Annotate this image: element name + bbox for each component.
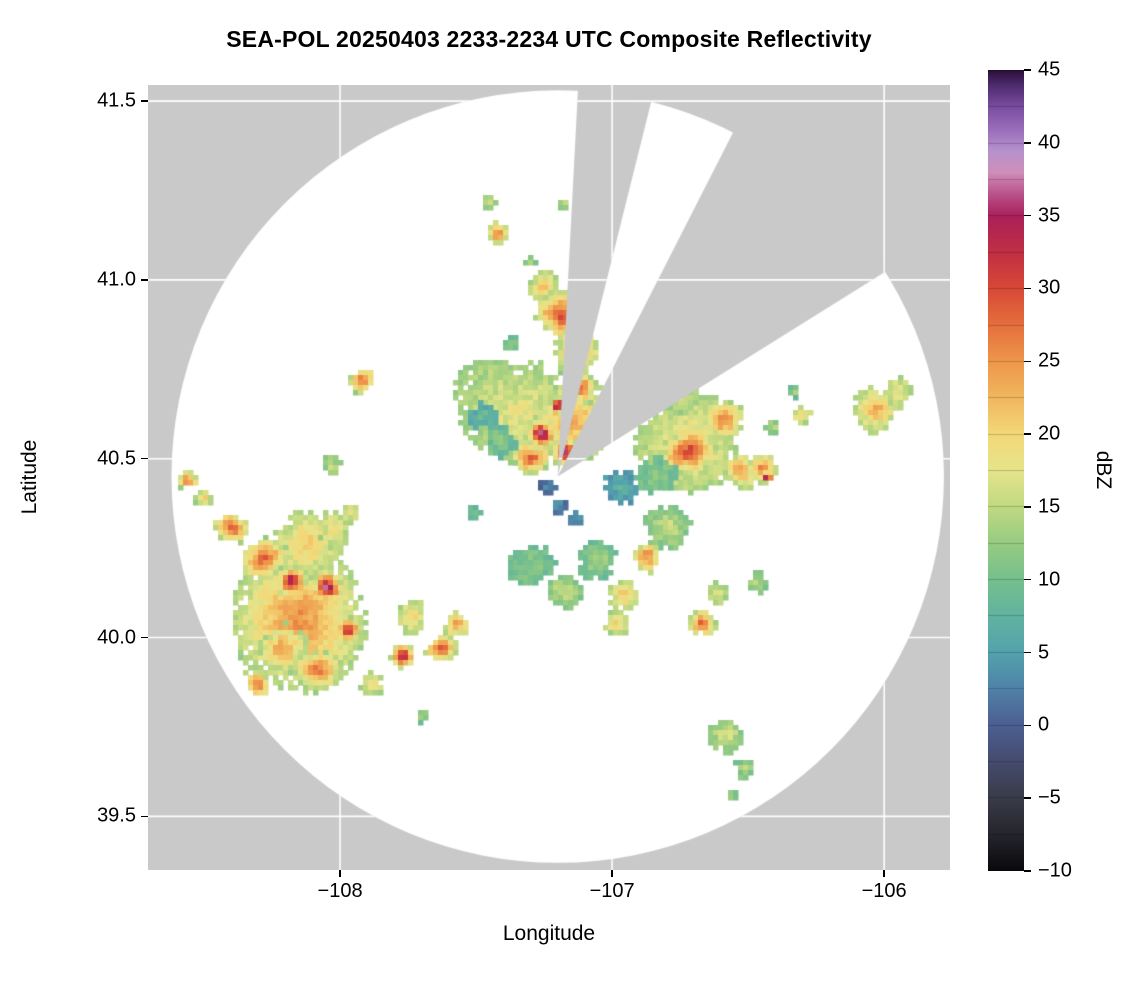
colorbar-tick-label: 10: [1038, 568, 1061, 591]
colorbar-tick-label: 30: [1038, 276, 1061, 299]
y-axis-label: Latitude: [18, 439, 41, 515]
y-tick-mark: [141, 636, 148, 639]
y-tick-mark: [141, 100, 148, 102]
colorbar-tick-mark: [1024, 578, 1031, 581]
colorbar-tick-label: 45: [1038, 58, 1061, 81]
x-tick-label: −106: [861, 880, 907, 902]
colorbar-tick-label: −5: [1038, 786, 1061, 809]
colorbar-tick-label: 15: [1038, 495, 1061, 518]
colorbar-tick-mark: [1024, 360, 1031, 363]
y-tick-mark: [141, 279, 148, 281]
colorbar-tick-mark: [1024, 870, 1031, 872]
colorbar-label: dBZ: [1092, 450, 1115, 490]
chart-title: SEA-POL 20250403 2233-2234 UTC Composite…: [226, 26, 872, 52]
x-tick-mark: [611, 870, 613, 877]
colorbar-tick-mark: [1024, 69, 1031, 71]
colorbar-tick-label: −10: [1038, 859, 1072, 882]
colorbar-tick-mark: [1024, 287, 1031, 290]
colorbar-tick-mark: [1024, 506, 1031, 508]
x-axis-label: Longitude: [502, 922, 596, 945]
colorbar-tick-label: 35: [1038, 204, 1061, 227]
colorbar-tick-mark: [1024, 651, 1031, 654]
colorbar-tick-label: 0: [1038, 713, 1050, 736]
colorbar-tick-mark: [1024, 433, 1031, 435]
y-tick-label: 39.5: [97, 804, 136, 827]
colorbar-tick-mark: [1024, 724, 1031, 727]
colorbar-tick-label: 20: [1038, 422, 1061, 445]
colorbar-tick-label: 40: [1038, 131, 1061, 154]
x-tick-mark: [883, 870, 885, 877]
colorbar-tick-label: 25: [1038, 349, 1061, 372]
x-tick-mark: [339, 870, 341, 877]
y-tick-label: 40.0: [97, 626, 136, 649]
colorbar-tick-mark: [1024, 214, 1031, 217]
x-tick-label: −108: [317, 880, 363, 902]
colorbar-tick-mark: [1024, 797, 1031, 799]
y-tick-label: 41.0: [97, 268, 136, 291]
y-tick-mark: [141, 457, 148, 460]
colorbar-tick-mark: [1024, 142, 1031, 144]
radar-plot-canvas: [148, 85, 950, 870]
y-tick-label: 40.5: [97, 447, 136, 470]
x-tick-label: −107: [589, 880, 635, 902]
y-tick-label: 41.5: [97, 89, 136, 112]
colorbar-canvas: [988, 70, 1024, 871]
y-tick-mark: [141, 815, 148, 818]
colorbar-tick-label: 5: [1038, 641, 1050, 664]
